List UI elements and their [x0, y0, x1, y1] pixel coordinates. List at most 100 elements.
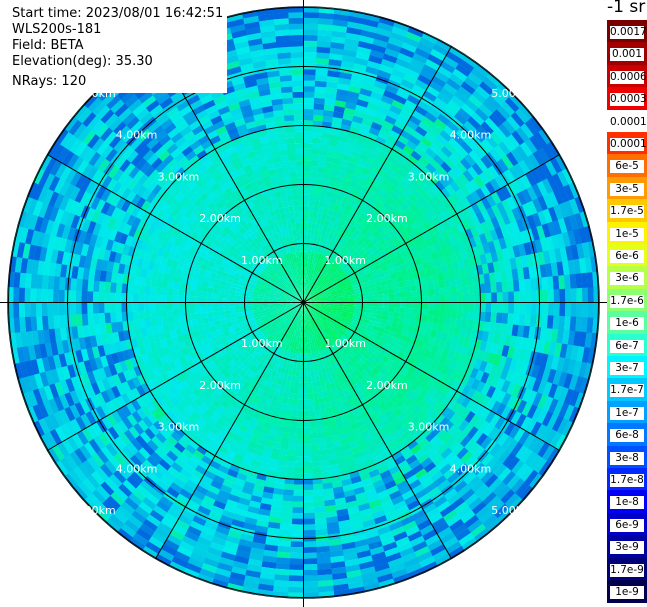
beta-cell	[462, 336, 471, 347]
beta-cell	[229, 294, 236, 299]
beta-cell	[308, 304, 315, 307]
beta-cell	[212, 297, 219, 303]
beta-cell	[219, 484, 233, 494]
beta-cell	[308, 318, 312, 325]
beta-cell	[224, 474, 237, 484]
beta-cell	[224, 310, 231, 315]
beta-cell	[519, 302, 526, 315]
beta-cell	[261, 336, 268, 343]
beta-cell	[283, 391, 290, 399]
beta-cell	[217, 302, 224, 307]
beta-cell	[341, 325, 348, 331]
beta-cell	[101, 499, 117, 515]
beta-cell	[303, 222, 308, 229]
beta-cell	[278, 360, 285, 368]
beta-cell	[366, 463, 378, 473]
beta-cell	[254, 393, 262, 402]
beta-cell	[329, 382, 337, 390]
beta-cell	[290, 541, 304, 548]
beta-cell	[261, 318, 268, 324]
beta-cell	[252, 335, 260, 342]
beta-cell	[283, 325, 288, 332]
beta-cell	[63, 351, 73, 366]
beta-cell	[140, 404, 152, 417]
beta-cell	[269, 298, 276, 301]
beta-cell	[154, 357, 164, 368]
beta-cell	[318, 318, 324, 324]
beta-cell	[287, 398, 294, 405]
beta-cell	[275, 308, 282, 312]
beta-cell	[446, 333, 454, 343]
beta-cell	[54, 262, 62, 277]
beta-cell	[17, 377, 28, 394]
beta-cell	[130, 399, 142, 412]
beta-cell	[307, 306, 312, 312]
beta-cell	[225, 499, 239, 509]
beta-cell	[404, 370, 414, 380]
beta-cell	[149, 310, 157, 319]
beta-cell	[266, 325, 273, 332]
beta-cell	[75, 290, 82, 303]
beta-cell	[490, 375, 501, 389]
beta-cell	[328, 418, 336, 426]
beta-cell	[323, 354, 329, 362]
beta-cell	[272, 358, 278, 366]
beta-cell	[110, 312, 117, 323]
beta-cell	[493, 503, 509, 519]
beta-cell	[334, 348, 341, 356]
beta-cell	[442, 467, 456, 480]
beta-cell	[290, 322, 295, 329]
beta-cell	[189, 296, 196, 303]
beta-cell	[275, 326, 281, 333]
beta-cell	[302, 308, 304, 314]
beta-cell	[544, 429, 558, 446]
beta-cell	[76, 266, 85, 280]
beta-cell	[369, 316, 376, 322]
beta-cell	[282, 397, 289, 404]
beta-cell	[229, 352, 238, 360]
beta-cell	[422, 334, 431, 344]
beta-cell	[44, 431, 57, 448]
beta-cell	[434, 553, 452, 567]
beta-cell	[221, 509, 235, 520]
beta-cell	[295, 438, 304, 445]
beta-cell	[286, 300, 293, 302]
beta-cell	[365, 305, 372, 310]
beta-cell	[303, 376, 308, 383]
beta-cell	[348, 309, 355, 314]
beta-cell	[157, 324, 165, 334]
beta-cell	[283, 177, 292, 185]
beta-cell	[410, 415, 421, 426]
beta-cell	[236, 342, 244, 350]
beta-cell	[449, 342, 458, 352]
beta-cell	[241, 586, 259, 595]
beta-cell	[436, 346, 445, 356]
beta-cell	[303, 518, 316, 525]
beta-cell	[151, 325, 159, 335]
beta-cell	[220, 399, 230, 409]
beta-cell	[330, 311, 337, 315]
beta-cell	[427, 396, 438, 407]
beta-cell	[527, 390, 538, 405]
beta-cell	[324, 309, 331, 313]
beta-cell	[237, 318, 244, 324]
beta-cell	[270, 417, 279, 426]
beta-cell	[194, 407, 205, 417]
beta-cell	[317, 568, 333, 576]
beta-cell	[335, 451, 345, 459]
beta-cell	[47, 288, 54, 303]
beta-cell	[482, 491, 497, 506]
beta-cell	[381, 315, 388, 321]
beta-cell	[314, 409, 322, 416]
beta-cell	[39, 371, 50, 387]
beta-cell	[375, 345, 383, 353]
beta-cell	[358, 424, 369, 433]
beta-cell	[261, 561, 277, 569]
beta-cell	[277, 341, 283, 349]
beta-cell	[298, 319, 301, 326]
beta-cell	[215, 525, 230, 536]
beta-cell	[390, 326, 398, 333]
beta-cell	[448, 518, 465, 532]
beta-cell	[356, 358, 364, 367]
beta-cell	[337, 519, 351, 528]
